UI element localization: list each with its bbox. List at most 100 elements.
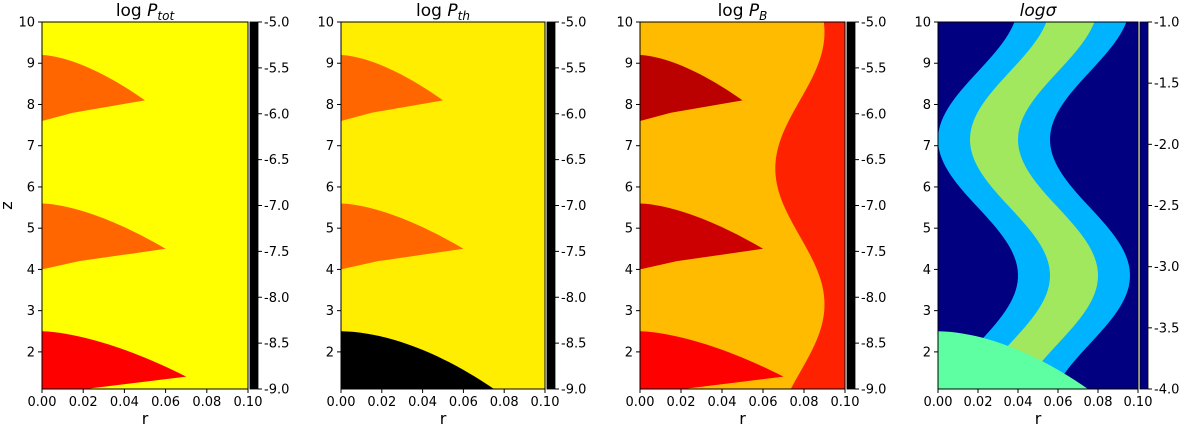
y-tick-label: 7 <box>923 139 931 154</box>
x-tick-label: 0.04 <box>708 395 737 410</box>
shock-dome-2 <box>42 203 166 270</box>
colorbar-tick-label: -3.5 <box>1154 321 1179 336</box>
y-tick-label: 4 <box>625 263 633 278</box>
colorbar-tick-label: -7.0 <box>861 199 886 214</box>
colorbar-tick-label: -7.5 <box>264 245 289 260</box>
x-tick-label: 0.06 <box>1044 395 1073 410</box>
y-tick-label: 4 <box>326 263 334 278</box>
x-tick-label: 0.10 <box>531 395 560 410</box>
colorbar-tick-label: -6.0 <box>264 107 289 122</box>
x-tick-label: 0.08 <box>790 395 819 410</box>
axes-frame <box>340 21 546 390</box>
x-tick-label: 0.02 <box>69 395 98 410</box>
y-tick-label: 6 <box>923 180 931 195</box>
colorbar-tick-label: -8.0 <box>264 291 289 306</box>
y-tick-label: 4 <box>27 263 35 278</box>
panel-title: log PB <box>718 1 768 23</box>
colorbar <box>1139 21 1149 390</box>
panel-2: 0.00 0.02 0.04 0.06 0.08 0.10 2 3 4 5 6 7 8 9 10 r log P… <box>317 1 586 426</box>
colorbar-tick-label: -1.5 <box>1154 77 1179 92</box>
y-tick-label: 7 <box>27 139 35 154</box>
y-tick-label: 2 <box>27 345 35 360</box>
panel-1: 0.00 0.02 0.04 0.06 0.08 0.10 2 3 4 5 6 7 8 9 10 r z log … <box>0 1 289 426</box>
shock-dome-2 <box>640 203 763 270</box>
heatmap-area <box>341 22 545 389</box>
shock-dome-3 <box>640 54 743 121</box>
heatmap-area <box>42 22 248 389</box>
x-tick-label: 0.00 <box>327 395 356 410</box>
colorbar-tick-label: -4.0 <box>1154 383 1179 398</box>
x-axis-label: r <box>440 409 447 426</box>
y-tick-label: 8 <box>923 98 931 113</box>
colorbar <box>846 21 856 390</box>
x-tick-label: 0.08 <box>192 395 221 410</box>
panel-title: log Ptot <box>116 1 176 23</box>
y-tick-label: 9 <box>923 57 931 72</box>
y-tick-label: 10 <box>914 16 931 31</box>
colorbar-tick-label: -9.0 <box>264 383 289 398</box>
colorbar-tick-label: -5.0 <box>561 16 586 31</box>
y-tick-label: 3 <box>27 304 35 319</box>
y-tick-label: 8 <box>326 98 334 113</box>
panel-3: 0.00 0.02 0.04 0.06 0.08 0.10 2 3 4 5 6 7 8 9 10 r log P… <box>616 1 886 426</box>
x-tick-label: 0.08 <box>490 395 519 410</box>
y-tick-label: 7 <box>625 139 633 154</box>
shock-dome-1 <box>341 203 464 270</box>
y-tick-label: 6 <box>625 180 633 195</box>
shock-dome-2 <box>341 54 443 121</box>
x-tick-label: 0.00 <box>28 395 57 410</box>
colorbar-tick-label: -2.0 <box>1154 138 1179 153</box>
y-tick-label: 7 <box>326 139 334 154</box>
colorbar-tick-label: -8.5 <box>561 337 586 352</box>
colorbar-tick-label: -2.5 <box>1154 199 1179 214</box>
colorbar-tick-label: -7.5 <box>861 245 886 260</box>
y-tick-label: 10 <box>616 16 633 31</box>
colorbar-tick-label: -6.0 <box>861 107 886 122</box>
colorbar <box>546 21 556 390</box>
x-axis-label: r <box>142 409 149 426</box>
sigma-band-core <box>970 22 1098 389</box>
x-tick-label: 0.06 <box>449 395 478 410</box>
colorbar-tick-label: -7.5 <box>561 245 586 260</box>
colorbar-tick-label: -6.5 <box>264 153 289 168</box>
colorbar-tick-label: -7.0 <box>561 199 586 214</box>
shock-dome-1 <box>42 331 187 389</box>
colorbar-tick-label: -9.0 <box>561 383 586 398</box>
y-tick-label: 2 <box>625 345 633 360</box>
x-tick-label: 0.00 <box>626 395 655 410</box>
colorbar-tick-label: -8.5 <box>861 337 886 352</box>
x-tick-label: 0.06 <box>749 395 778 410</box>
colorbar <box>249 21 259 390</box>
shock-dome-1 <box>640 331 784 389</box>
colorbar-tick-label: -5.5 <box>264 61 289 76</box>
y-tick-label: 3 <box>625 304 633 319</box>
x-tick-label: 0.10 <box>234 395 263 410</box>
y-tick-label: 5 <box>27 222 35 237</box>
y-tick-label: 2 <box>326 345 334 360</box>
colorbar-tick-label: -5.0 <box>264 16 289 31</box>
heatmap-area <box>640 22 845 389</box>
y-tick-label: 2 <box>923 345 931 360</box>
heatmap-area <box>938 22 1138 389</box>
colorbar-tick-label: -6.5 <box>561 153 586 168</box>
x-axis-label: r <box>739 409 746 426</box>
x-tick-label: 0.02 <box>964 395 993 410</box>
x-tick-label: 0.10 <box>1124 395 1153 410</box>
colorbar-tick-label: -6.5 <box>861 153 886 168</box>
y-tick-label: 8 <box>625 98 633 113</box>
panel-4: 0.00 0.02 0.04 0.06 0.08 0.10 2 3 4 5 6 7 8 9 10 r logσ -… <box>914 1 1179 426</box>
outer-column <box>775 22 845 389</box>
x-tick-label: 0.04 <box>408 395 437 410</box>
y-tick-label: 4 <box>923 263 931 278</box>
colorbar-tick-label: -5.0 <box>861 16 886 31</box>
axes-frame <box>41 21 249 390</box>
y-tick-label: 3 <box>923 304 931 319</box>
x-tick-label: 0.10 <box>831 395 860 410</box>
x-tick-label: 0.06 <box>151 395 180 410</box>
axes-frame <box>937 21 1139 390</box>
colorbar-tick-label: -1.0 <box>1154 16 1179 31</box>
colorbar-tick-label: -5.5 <box>561 61 586 76</box>
panel-title: log Pth <box>416 1 470 23</box>
axes-frame <box>639 21 846 390</box>
